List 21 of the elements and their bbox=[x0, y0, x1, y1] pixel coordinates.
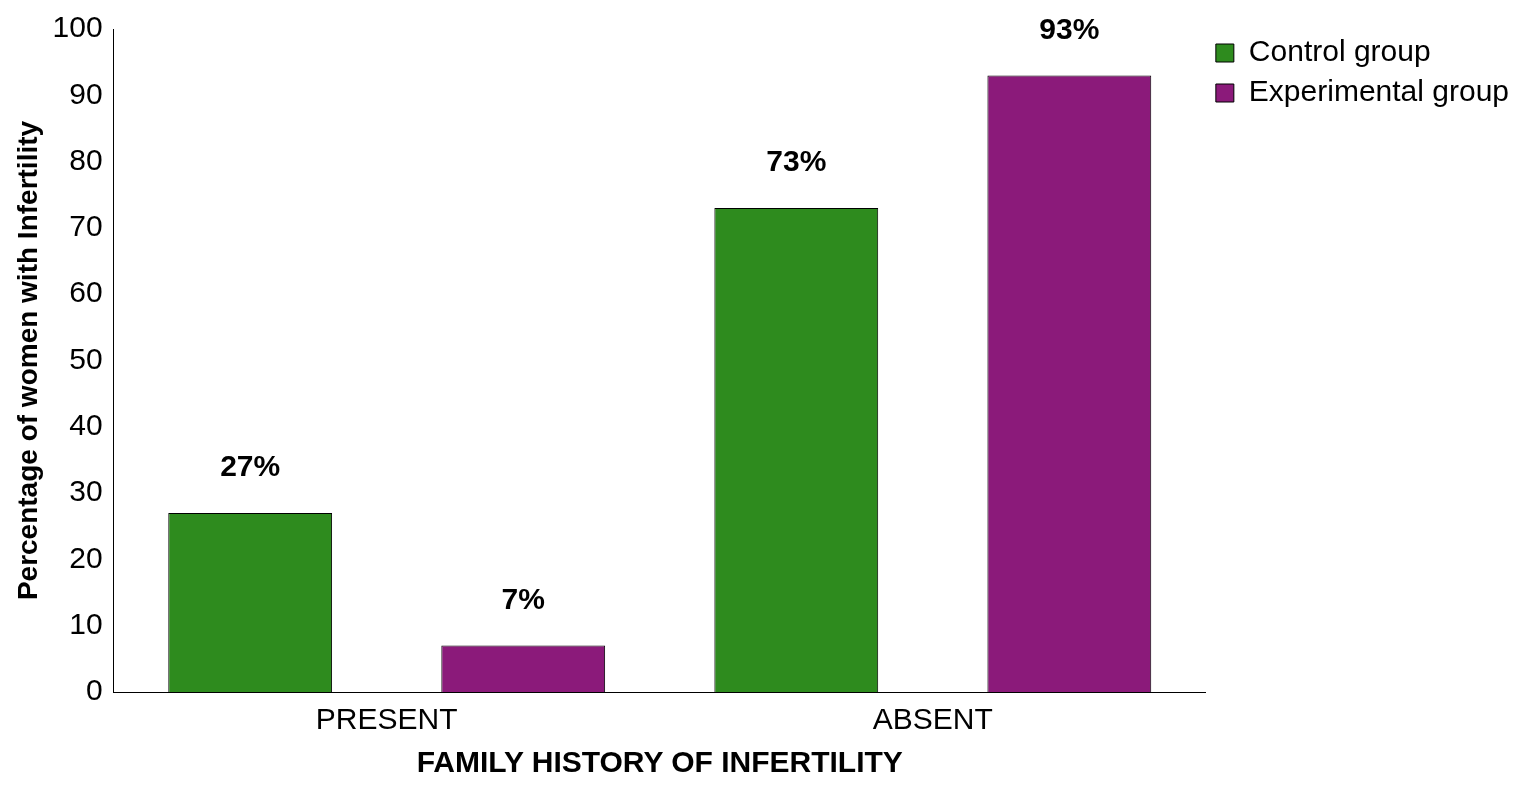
y-tick-label: 80 bbox=[69, 142, 103, 176]
y-tick-label: 30 bbox=[69, 474, 103, 508]
y-tick-label: 90 bbox=[69, 76, 103, 110]
data-label: 93% bbox=[1039, 11, 1100, 45]
x-tick-label: ABSENT bbox=[872, 702, 993, 736]
y-tick-label: 0 bbox=[85, 673, 103, 707]
y-tick-label: 50 bbox=[69, 341, 103, 375]
data-label: 7% bbox=[501, 581, 545, 615]
y-tick-label: 20 bbox=[69, 540, 103, 574]
x-tick-label: PRESENT bbox=[315, 702, 458, 736]
x-axis-title: FAMILY HISTORY OF INFERTILITY bbox=[416, 745, 903, 779]
legend-label: Experimental group bbox=[1248, 74, 1510, 108]
data-label: 27% bbox=[220, 449, 281, 483]
y-tick-label: 40 bbox=[69, 408, 103, 442]
y-tick-label: 100 bbox=[52, 10, 103, 44]
y-tick-label: 70 bbox=[69, 209, 103, 243]
data-label: 73% bbox=[766, 144, 827, 178]
legend-label: Control group bbox=[1248, 34, 1431, 68]
y-tick-label: 60 bbox=[69, 275, 103, 309]
y-tick-label: 10 bbox=[69, 606, 103, 640]
y-axis-title: Percentage of women with Infertility bbox=[11, 120, 43, 601]
